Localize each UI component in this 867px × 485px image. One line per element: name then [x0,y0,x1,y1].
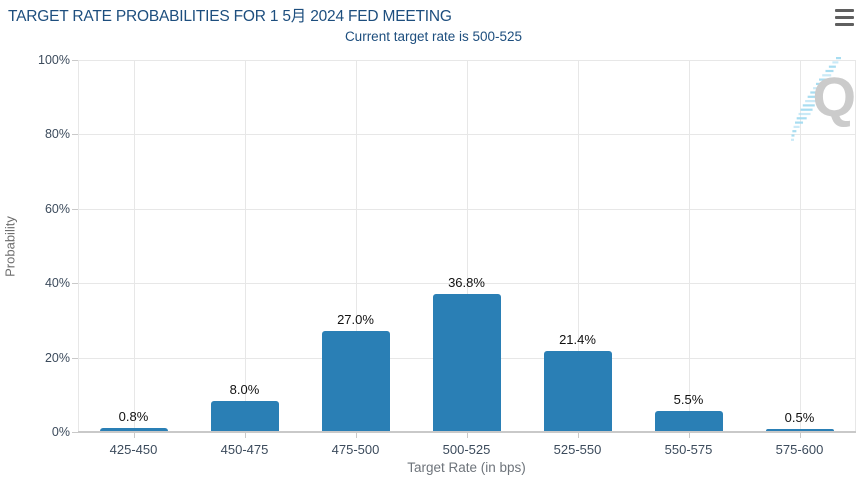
gridline-vertical [577,60,579,432]
x-axis-tick-label: 525-550 [553,442,602,457]
x-axis-tick-label: 500-525 [442,442,491,457]
x-axis-tick [355,433,357,438]
bar-value-label: 5.5% [673,392,704,407]
bar-value-label: 8.0% [229,382,260,397]
x-axis-title: Target Rate (in bps) [407,460,526,475]
gridline-horizontal [78,60,855,61]
bar-525-550[interactable] [543,351,612,431]
y-axis-tick-label: 100% [38,53,70,67]
bar-value-label: 27.0% [337,312,374,327]
gridline-horizontal [78,134,855,136]
gridline-horizontal [78,283,855,285]
x-axis-line [78,431,856,433]
chart-subtitle: Current target rate is 500-525 [344,29,523,44]
y-axis-tick-label: 80% [44,127,70,142]
bar-value-label: 0.8% [118,409,149,424]
x-axis-tick-label: 575-600 [775,442,824,457]
y-axis-tick [72,134,78,136]
x-axis-tick-label: 425-450 [109,442,158,457]
gridline-vertical [244,60,246,432]
x-axis-tick [466,433,468,438]
bar-475-500[interactable] [321,331,390,431]
bar-value-label: 0.5% [784,410,815,425]
y-axis-tick-label: 0% [51,425,70,439]
y-axis-tick [72,432,78,433]
x-axis-tick-label: 550-575 [664,442,713,457]
x-axis-tick [577,433,579,438]
gridline-horizontal [78,208,855,210]
bar-550-575[interactable] [654,411,723,431]
plot-left-border [78,60,79,432]
y-axis-tick-label: 20% [44,350,70,365]
x-axis-tick-label: 475-500 [331,442,380,457]
hamburger-bar [835,16,854,19]
gridline-vertical [466,60,468,432]
y-axis-tick [72,208,78,210]
x-axis-tick [688,433,690,438]
plot-area: 0% 20% 40% 60% 80% 100% 0.8% 425-450 8.0% 450-475… [38,53,856,457]
hamburger-bar [835,23,854,26]
hamburger-menu-icon[interactable] [835,9,854,26]
y-axis-tick [72,60,78,61]
hamburger-bar [835,9,854,12]
x-axis-tick [799,433,801,438]
plot-right-border [855,60,856,432]
x-axis-tick [133,433,135,438]
x-axis-tick-label: 450-475 [220,442,269,457]
bar-425-450[interactable] [99,428,168,431]
gridline-vertical [799,60,801,432]
bar-450-475[interactable] [210,401,279,431]
bar-575-600[interactable] [765,429,834,431]
bar-value-label: 21.4% [559,332,596,347]
y-axis-tick-label: 40% [44,276,70,291]
y-axis-tick-label: 60% [44,201,70,216]
chart-title: TARGET RATE PROBABILITIES FOR 1 5月 2024 … [8,8,452,25]
bar-500-525[interactable] [432,294,501,431]
gridline-vertical [355,60,357,432]
gridline-vertical [688,60,690,432]
gridline-vertical [133,60,135,432]
y-axis-title: Probability [2,216,18,277]
x-axis-tick [244,433,246,438]
y-axis-tick [72,283,78,285]
bar-value-label: 36.8% [448,275,485,290]
y-axis-tick [72,357,78,359]
